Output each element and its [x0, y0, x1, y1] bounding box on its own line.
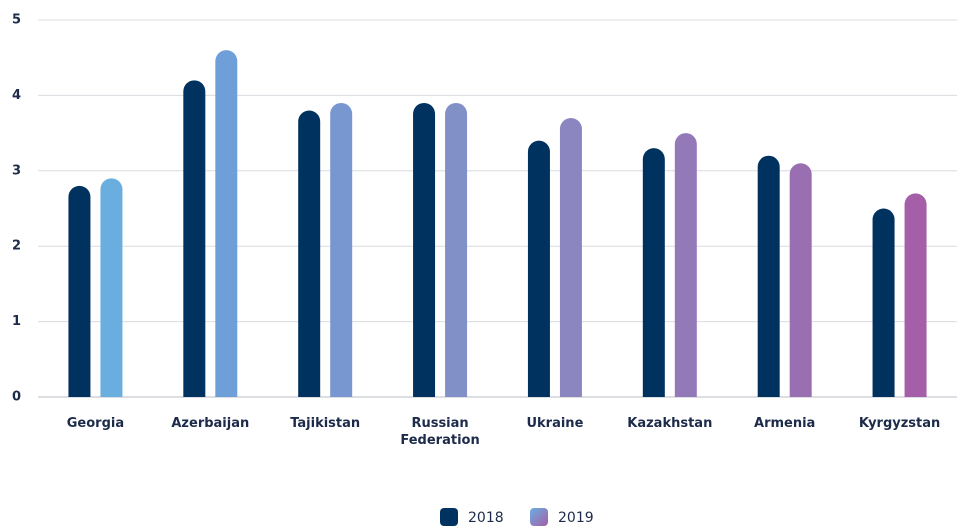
bar — [68, 185, 91, 397]
x-tick-label: Kyrgyzstan — [858, 416, 941, 431]
bar — [872, 208, 895, 397]
bar — [642, 148, 665, 397]
x-tick-label: Armenia — [754, 416, 816, 431]
x-tick-label: Russian Federation — [400, 416, 480, 448]
x-tick-label: Kazakhstan — [627, 416, 713, 431]
bar — [298, 110, 321, 397]
legend-label: 2019 — [558, 510, 594, 526]
y-tick-label: 1 — [12, 314, 21, 329]
x-tick-label: Azerbaijan — [171, 416, 250, 431]
bar — [215, 50, 238, 397]
y-tick-label: 5 — [12, 13, 21, 28]
x-tick-label: Ukraine — [526, 416, 584, 431]
bar — [413, 102, 436, 397]
bar — [757, 155, 780, 397]
bar — [445, 102, 468, 397]
bar — [904, 193, 927, 397]
legend-swatch — [440, 508, 458, 526]
bar — [330, 102, 353, 397]
bar — [789, 163, 812, 397]
x-tick-label: Georgia — [66, 416, 125, 431]
bar — [559, 118, 582, 397]
legend-label: 2018 — [468, 510, 504, 526]
y-tick-label: 2 — [12, 239, 21, 254]
y-tick-label: 4 — [12, 88, 21, 103]
legend-swatch — [530, 508, 548, 526]
bar — [674, 133, 697, 397]
bar — [183, 80, 206, 397]
y-tick-label: 0 — [12, 390, 21, 405]
x-tick-label: Tajikistan — [290, 416, 361, 431]
bar — [527, 140, 550, 397]
y-tick-label: 3 — [12, 163, 21, 178]
bar — [100, 178, 123, 397]
